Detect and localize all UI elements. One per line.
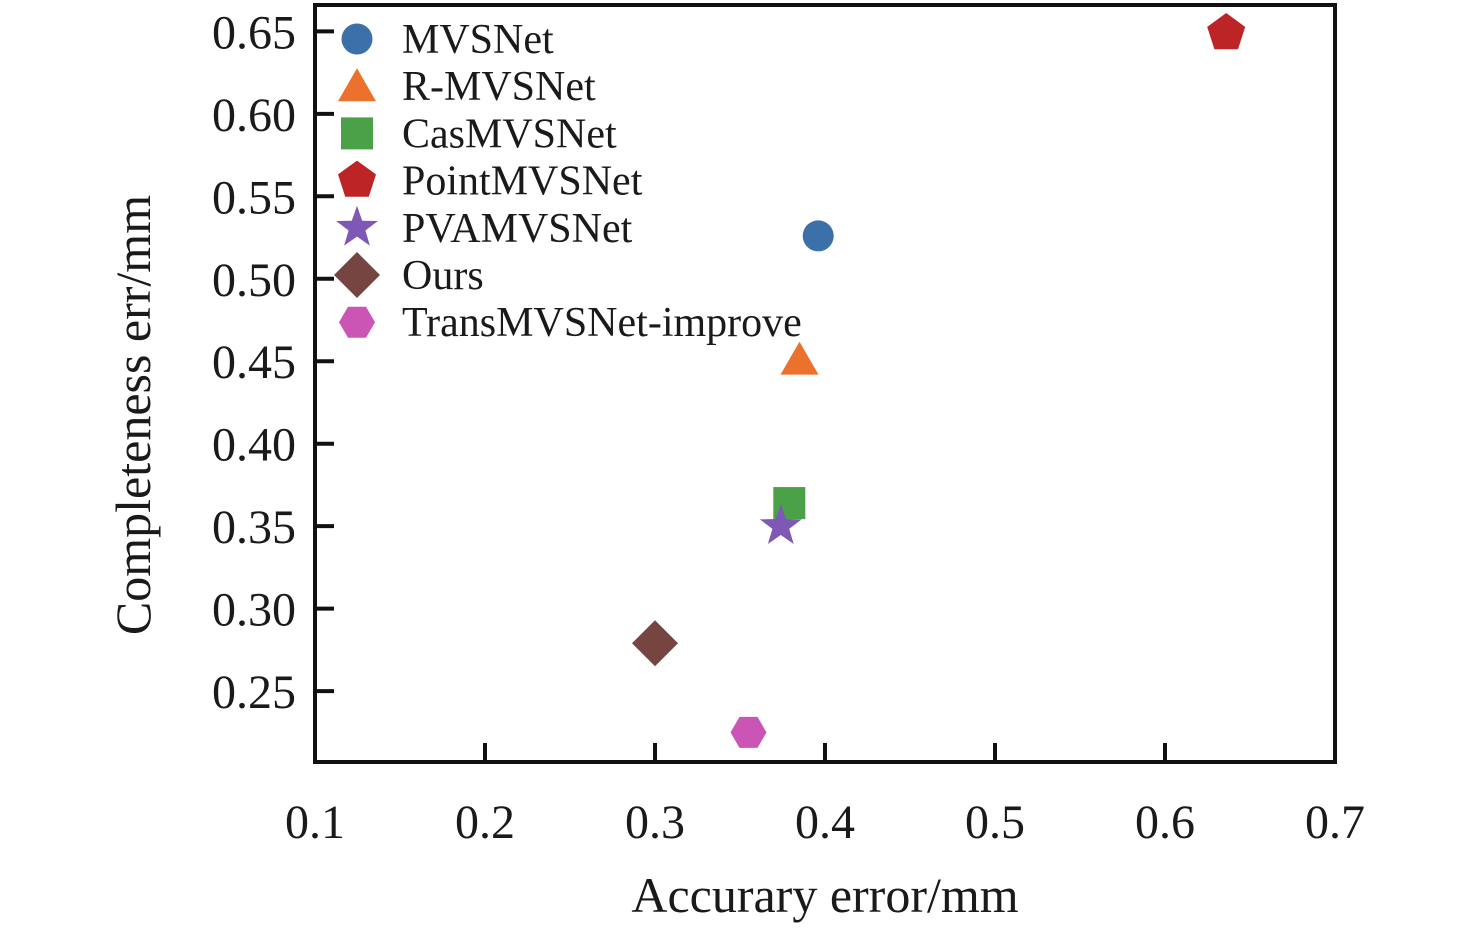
y-tick-label: 0.60: [212, 89, 296, 142]
legend-label: TransMVSNet-improve: [402, 300, 802, 346]
legend-item-ours: Ours: [334, 252, 484, 299]
legend-marker-star-icon: [336, 205, 378, 246]
x-axis-label: Accurary error/mm: [631, 867, 1019, 923]
legend-item-mvsnet: MVSNet: [341, 17, 554, 63]
legend-marker-square-icon: [341, 117, 373, 150]
pentagon-marker-icon: [1207, 13, 1246, 50]
x-tick-label: 0.6: [1135, 796, 1195, 849]
y-tick-label: 0.65: [212, 6, 296, 59]
legend-label: Ours: [402, 253, 484, 299]
square-marker-icon: [341, 117, 373, 150]
x-tick-label: 0.7: [1305, 796, 1365, 849]
diamond-marker-icon: [334, 252, 380, 298]
legend-marker-circle-icon: [341, 23, 373, 55]
legend-marker-diamond-icon: [334, 252, 380, 298]
data-point-pvamvsnet: [759, 504, 802, 544]
circle-marker-icon: [802, 220, 834, 252]
data-point-transmvsnet-improve: [730, 716, 767, 748]
x-tick-label: 0.3: [625, 796, 685, 849]
legend-marker-hexagon-icon: [339, 306, 375, 338]
y-tick-label: 0.30: [212, 584, 296, 637]
y-tick-label: 0.45: [212, 336, 296, 389]
legend: MVSNetR-MVSNetCasMVSNetPointMVSNetPVAMVS…: [334, 17, 802, 346]
pentagon-marker-icon: [338, 160, 376, 197]
x-tick-label: 0.5: [965, 796, 1025, 849]
x-tick-label: 0.2: [455, 796, 515, 849]
legend-label: R-MVSNet: [402, 64, 596, 110]
hexagon-marker-icon: [730, 716, 767, 748]
legend-item-casmvsnet: CasMVSNet: [341, 111, 617, 157]
star-marker-icon: [759, 504, 802, 544]
diamond-marker-icon: [632, 620, 678, 667]
triangle-marker-icon: [780, 341, 819, 375]
legend-item-pvamvsnet: PVAMVSNet: [336, 205, 633, 252]
legend-item-r-mvsnet: R-MVSNet: [338, 64, 596, 110]
legend-label: CasMVSNet: [402, 111, 617, 157]
triangle-marker-icon: [338, 68, 376, 102]
legend-marker-pentagon-icon: [338, 160, 376, 197]
legend-label: PVAMVSNet: [402, 206, 633, 252]
y-tick-label: 0.25: [212, 666, 296, 719]
data-point-mvsnet: [802, 220, 834, 252]
legend-label: MVSNet: [402, 17, 554, 63]
hexagon-marker-icon: [339, 306, 375, 338]
circle-marker-icon: [341, 23, 373, 55]
legend-label: PointMVSNet: [402, 159, 643, 205]
star-marker-icon: [336, 205, 378, 246]
legend-item-transmvsnet-improve: TransMVSNet-improve: [339, 300, 802, 346]
data-point-pointmvsnet: [1207, 13, 1246, 50]
x-tick-label: 0.1: [285, 796, 345, 849]
y-tick-label: 0.55: [212, 171, 296, 224]
y-tick-label: 0.50: [212, 254, 296, 307]
axes-frame: [313, 3, 1337, 764]
x-tick-label: 0.4: [795, 796, 855, 849]
data-point-r-mvsnet: [780, 341, 819, 375]
legend-marker-triangle-icon: [338, 68, 376, 102]
data-point-ours: [632, 620, 678, 667]
y-tick-label: 0.40: [212, 419, 296, 472]
y-tick-label: 0.35: [212, 501, 296, 554]
legend-item-pointmvsnet: PointMVSNet: [338, 159, 643, 205]
